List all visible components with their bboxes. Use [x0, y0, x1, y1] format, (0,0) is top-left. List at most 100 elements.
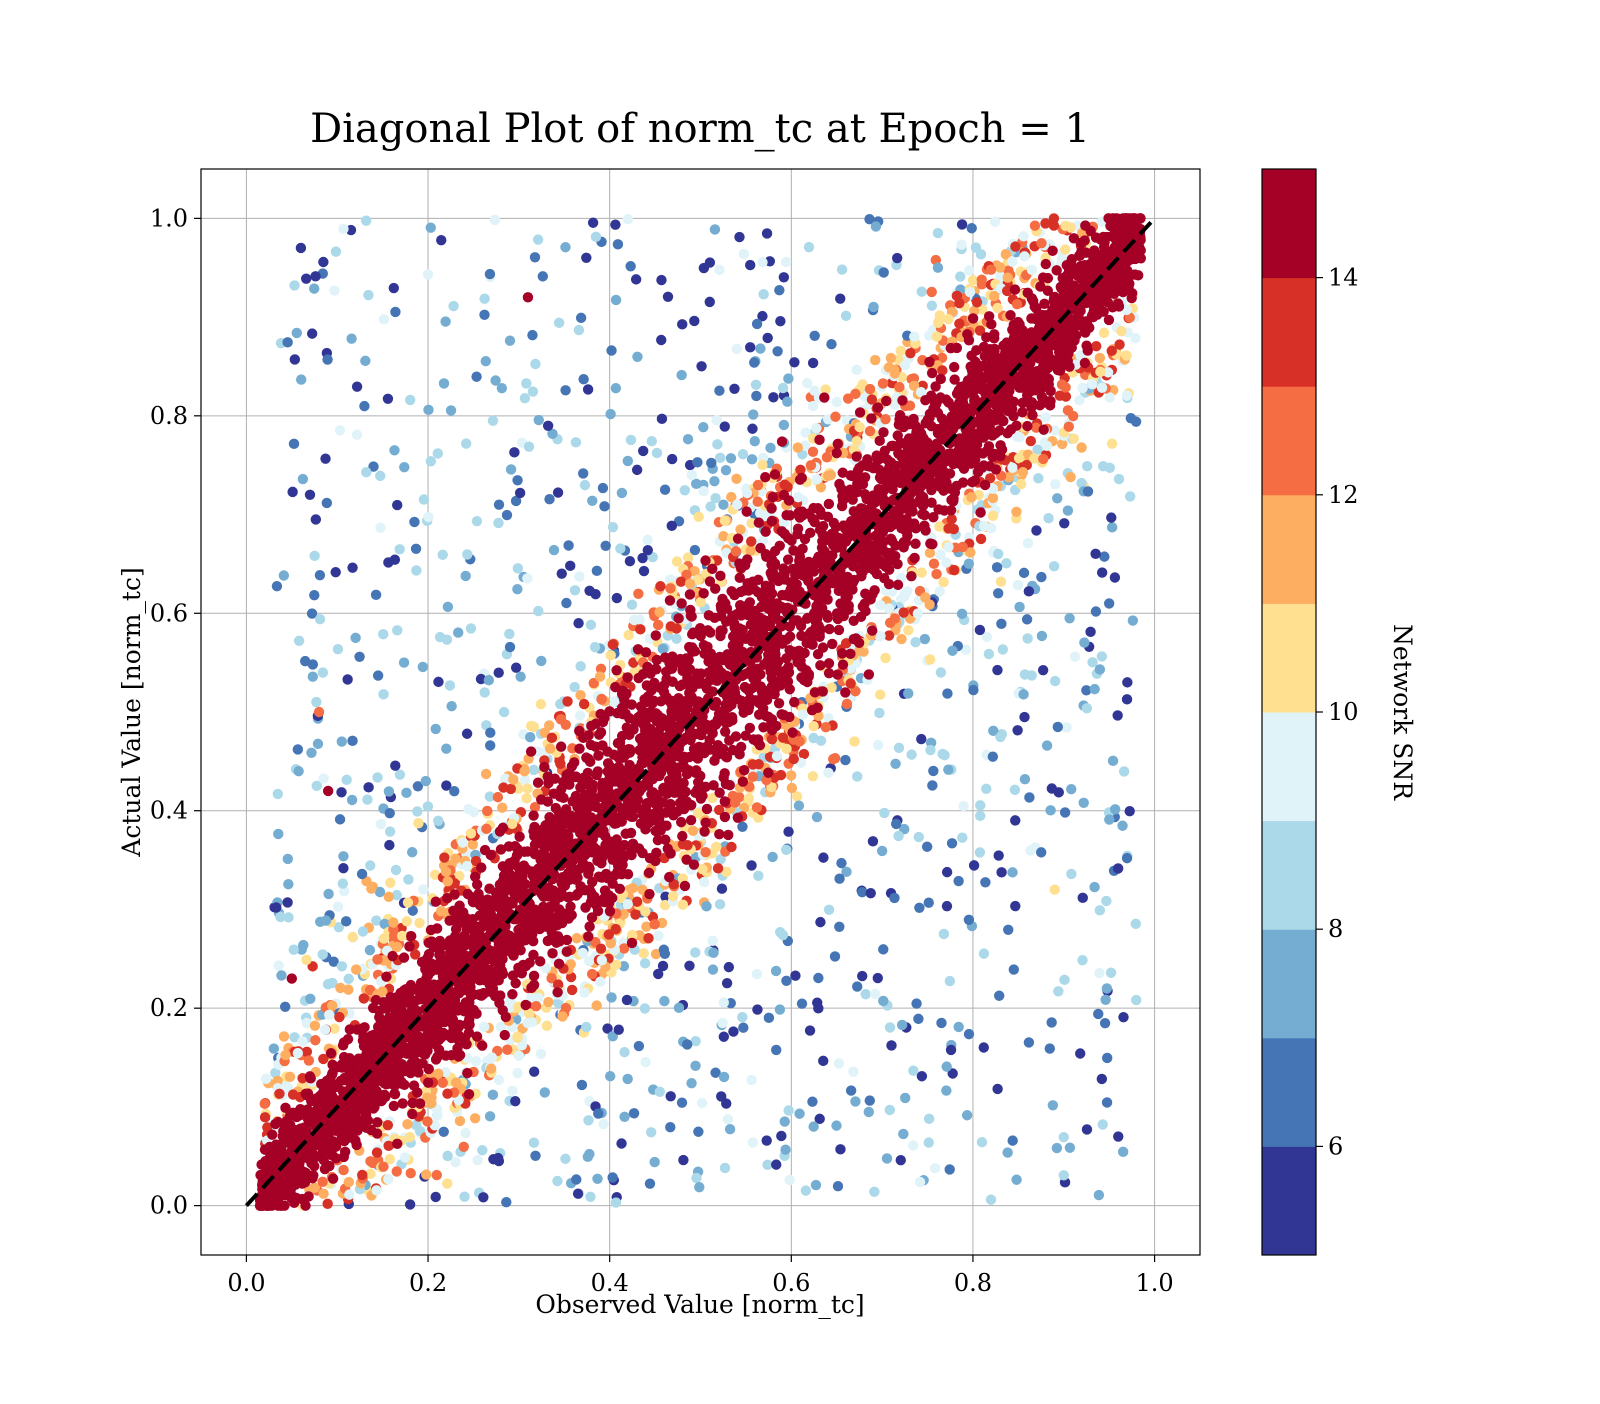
- scatter-point: [700, 817, 710, 827]
- scatter-point: [975, 625, 985, 635]
- scatter-point: [573, 618, 583, 628]
- scatter-point: [293, 744, 303, 754]
- scatter-point: [720, 796, 730, 806]
- scatter-point: [533, 606, 543, 616]
- scatter-point: [992, 1084, 1002, 1094]
- scatter-point: [893, 831, 903, 841]
- scatter-point: [1102, 1097, 1112, 1107]
- scatter-point: [1116, 326, 1126, 336]
- scatter-point: [1077, 383, 1087, 393]
- scatter-point: [726, 842, 736, 852]
- scatter-point: [772, 346, 782, 356]
- scatter-point: [708, 948, 718, 958]
- scatter-point: [857, 971, 867, 981]
- scatter-point: [655, 1087, 665, 1097]
- scatter-point: [787, 727, 797, 737]
- scatter-point: [826, 470, 836, 480]
- scatter-point: [1022, 614, 1032, 624]
- scatter-point: [654, 607, 664, 617]
- scatter-point: [753, 480, 763, 490]
- scatter-point: [498, 891, 508, 901]
- scatter-point: [851, 451, 861, 461]
- scatter-point: [378, 629, 388, 639]
- scatter-point: [1036, 238, 1046, 248]
- scatter-point: [547, 733, 557, 743]
- scatter-point: [606, 992, 616, 1002]
- scatter-point: [400, 1152, 410, 1162]
- scatter-point: [560, 1154, 570, 1164]
- scatter-point: [911, 998, 921, 1008]
- scatter-point: [908, 1140, 918, 1150]
- scatter-point: [502, 510, 512, 520]
- scatter-point: [704, 610, 714, 620]
- scatter-point: [957, 609, 967, 619]
- scatter-point: [298, 940, 308, 950]
- scatter-point: [996, 576, 1006, 586]
- scatter-point: [379, 933, 389, 943]
- scatter-point: [676, 598, 686, 608]
- scatter-point: [443, 602, 453, 612]
- scatter-point: [1018, 231, 1028, 241]
- scatter-point: [752, 1004, 762, 1014]
- scatter-point: [764, 1013, 774, 1023]
- scatter-point: [413, 818, 423, 828]
- scatter-point: [422, 1116, 432, 1126]
- scatter-point: [567, 985, 577, 995]
- scatter-point: [714, 386, 724, 396]
- scatter-point: [1033, 473, 1043, 483]
- scatter-point: [676, 576, 686, 586]
- scatter-point: [720, 1163, 730, 1173]
- scatter-point: [477, 1145, 487, 1155]
- scatter-point: [625, 261, 635, 271]
- scatter-point: [348, 932, 358, 942]
- scatter-point: [619, 1112, 629, 1122]
- scatter-point: [763, 768, 773, 778]
- scatter-point: [712, 415, 722, 425]
- scatter-point: [898, 607, 908, 617]
- scatter-point: [472, 1155, 482, 1165]
- scatter-point: [344, 1189, 354, 1199]
- scatter-point: [320, 1025, 330, 1035]
- scatter-point: [739, 765, 749, 775]
- scatter-point: [426, 1098, 436, 1108]
- scatter-point: [605, 1071, 615, 1081]
- scatter-point: [891, 819, 901, 829]
- scatter-point: [1063, 405, 1073, 415]
- scatter-point: [767, 516, 777, 526]
- scatter-point: [878, 378, 888, 388]
- scatter-point: [623, 214, 633, 224]
- scatter-point: [296, 374, 306, 384]
- scatter-point: [1022, 633, 1032, 643]
- scatter-point: [830, 753, 840, 763]
- scatter-point: [927, 287, 937, 297]
- scatter-point: [684, 961, 694, 971]
- scatter-point: [808, 721, 818, 731]
- scatter-point: [714, 265, 724, 275]
- scatter-point: [646, 1127, 656, 1137]
- scatter-point: [305, 1073, 315, 1083]
- scatter-point: [812, 997, 822, 1007]
- scatter-point: [583, 1152, 593, 1162]
- scatter-point: [871, 221, 881, 231]
- scatter-point: [293, 1048, 303, 1058]
- scatter-point: [442, 1178, 452, 1188]
- scatter-point: [676, 817, 686, 827]
- scatter-point: [995, 262, 1005, 272]
- scatter-point: [865, 384, 875, 394]
- scatter-point: [914, 832, 924, 842]
- scatter-point: [850, 389, 860, 399]
- scatter-point: [925, 745, 935, 755]
- scatter-point: [1030, 221, 1040, 231]
- scatter-point: [975, 811, 985, 821]
- scatter-point: [624, 630, 634, 640]
- scatter-point: [443, 876, 453, 886]
- scatter-point: [781, 744, 791, 754]
- scatter-point: [964, 559, 974, 569]
- scatter-point: [631, 274, 641, 284]
- scatter-point: [346, 333, 356, 343]
- scatter-point: [1097, 651, 1107, 661]
- scatter-point: [607, 1172, 617, 1182]
- scatter-point: [866, 888, 876, 898]
- scatter-point: [1007, 256, 1017, 266]
